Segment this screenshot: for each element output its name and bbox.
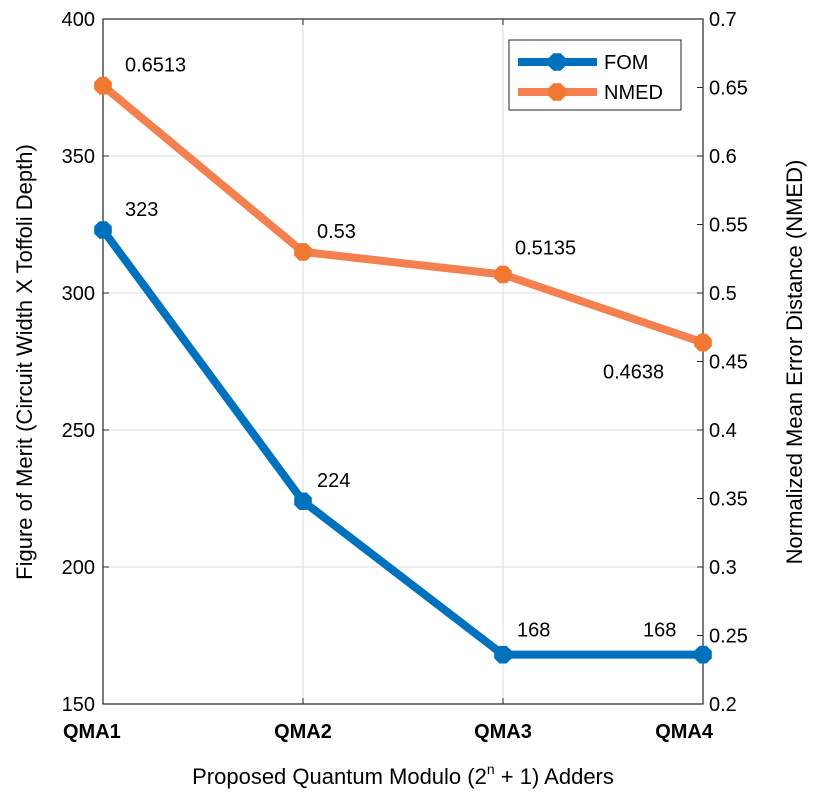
data-label-nmed: 0.5135 (515, 238, 576, 260)
y-right-tick-label: 0.3 (709, 557, 737, 579)
y-left-tick-label: 400 (62, 9, 95, 31)
data-label-nmed: 0.6513 (125, 55, 186, 77)
data-label-fom: 168 (643, 620, 676, 642)
data-label-nmed: 0.53 (317, 221, 356, 243)
plot-frame (102, 18, 704, 705)
data-point-fom (94, 221, 112, 239)
series (94, 76, 712, 664)
data-point-nmed (294, 243, 312, 261)
data-label-nmed: 0.4638 (603, 362, 664, 384)
grid (103, 19, 703, 704)
series-line-fom (99, 227, 703, 659)
data-label-fom: 323 (125, 199, 158, 221)
y-right-tick-label: 0.7 (709, 9, 737, 31)
y-right-tick-label: 0.65 (709, 78, 748, 100)
data-label-fom: 168 (517, 620, 550, 642)
x-tick-label: QMA3 (474, 721, 532, 743)
x-tick-label: QMA2 (274, 721, 332, 743)
y-left-tick-label: 150 (62, 694, 95, 716)
y-right-tick-label: 0.25 (709, 626, 748, 648)
y-right-tick-label: 0.55 (709, 215, 748, 237)
x-axis-label: Proposed Quantum Modulo (2n + 1) Adders (192, 761, 614, 789)
y-left-tick-label: 250 (62, 420, 95, 442)
y-left-tick-label: 300 (62, 283, 95, 305)
axes: QMA1 QMA2 QMA3 QMA4 150 200 250 300 350 400 0.2 0.2… (62, 9, 748, 743)
y-axis-right-label: Normalized Mean Error Distance (NMED) (782, 160, 807, 565)
legend-marker-fom (548, 53, 566, 71)
y-right-tick-label: 0.35 (709, 489, 748, 511)
y-left-tick-label: 200 (62, 557, 95, 579)
y-right-tick-label: 0.45 (709, 352, 748, 374)
data-labels: 323 224 168 168 0.6513 0.53 0.5135 0.4638 (125, 55, 676, 642)
y-right-tick-label: 0.5 (709, 283, 737, 305)
x-tick-label: QMA4 (655, 721, 714, 743)
data-point-fom (294, 492, 312, 510)
y-right-tick-label: 0.2 (709, 694, 737, 716)
data-label-fom: 224 (317, 470, 350, 492)
y-right-tick-label: 0.6 (709, 146, 737, 168)
y-axis-left-label: Figure of Merit (Circuit Width X Toffoli… (12, 144, 37, 580)
y-right-tick-label: 0.4 (709, 420, 737, 442)
legend-marker-nmed (548, 83, 566, 101)
data-point-nmed (94, 76, 112, 95)
data-point-fom (494, 645, 512, 664)
x-tick-label: QMA1 (63, 721, 121, 743)
legend-label-fom: FOM (604, 52, 648, 74)
legend-label-nmed: NMED (604, 82, 663, 104)
y-left-tick-label: 350 (62, 146, 95, 168)
data-point-nmed (494, 265, 512, 284)
data-point-fom (694, 645, 712, 664)
data-point-nmed (694, 333, 712, 352)
series-line-nmed (100, 82, 705, 347)
legend: FOM NMED (508, 39, 682, 111)
legend-box (508, 39, 682, 111)
